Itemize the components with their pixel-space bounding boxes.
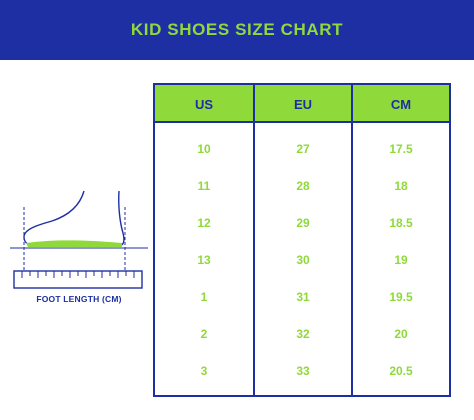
cell-us: 11 bbox=[197, 179, 211, 193]
cell-eu: 30 bbox=[296, 253, 310, 267]
cell-us: 13 bbox=[197, 253, 211, 267]
cell-eu: 28 bbox=[296, 179, 310, 193]
column-divider bbox=[253, 85, 255, 395]
column-header-eu: EU bbox=[293, 97, 313, 112]
column-header-cm: CM bbox=[390, 97, 412, 112]
foot-length-caption: FOOT LENGTH (CM) bbox=[36, 294, 122, 304]
cell-us: 3 bbox=[200, 364, 208, 378]
column-header-us: US bbox=[194, 97, 214, 112]
cell-eu: 29 bbox=[296, 216, 310, 230]
foot-outline-icon bbox=[23, 190, 125, 247]
cell-eu: 31 bbox=[296, 290, 310, 304]
size-table: US EU CM 10 27 17.5 11 28 18 12 29 18.5 … bbox=[153, 83, 451, 397]
cell-cm: 19 bbox=[394, 253, 408, 267]
cell-us: 12 bbox=[197, 216, 211, 230]
page-title: KID SHOES SIZE CHART bbox=[130, 20, 344, 39]
cell-cm: 18.5 bbox=[389, 216, 413, 230]
cell-eu: 27 bbox=[296, 142, 310, 156]
cell-cm: 20 bbox=[394, 327, 408, 341]
cell-cm: 20.5 bbox=[389, 364, 413, 378]
cell-us: 1 bbox=[200, 290, 208, 304]
cell-cm: 18 bbox=[394, 179, 408, 193]
foot-measurement-illustration bbox=[10, 190, 148, 289]
cell-eu: 32 bbox=[296, 327, 310, 341]
cell-cm: 19.5 bbox=[389, 290, 413, 304]
ruler-ticks bbox=[21, 271, 135, 278]
insole-shape bbox=[26, 240, 122, 247]
cell-eu: 33 bbox=[296, 364, 310, 378]
table-header-row: US EU CM bbox=[155, 85, 449, 123]
cell-us: 10 bbox=[197, 142, 211, 156]
cell-cm: 17.5 bbox=[389, 142, 413, 156]
title-banner: KID SHOES SIZE CHART bbox=[0, 0, 474, 60]
column-divider bbox=[351, 85, 353, 395]
cell-us: 2 bbox=[200, 327, 208, 341]
